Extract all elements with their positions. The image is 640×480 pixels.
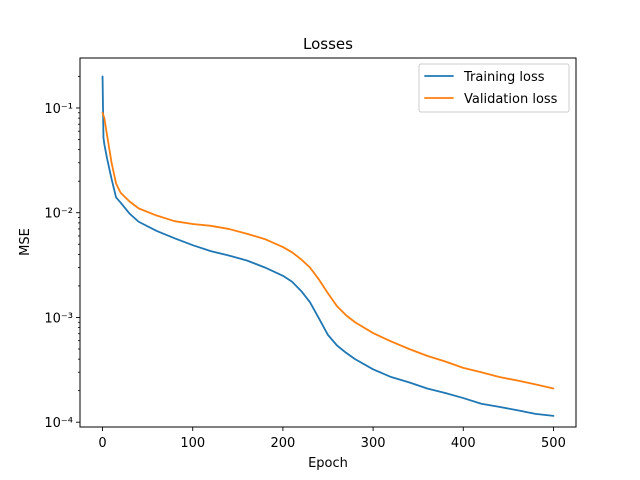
y-tick-label: 10⁻¹ [44, 102, 73, 117]
x-axis-ticks: 0 100 200 300 400 500 [98, 427, 566, 451]
x-axis-label: Epoch [308, 456, 348, 471]
y-tick-label: 10⁻² [44, 207, 73, 222]
y-tick-label: 10⁻³ [44, 311, 73, 326]
x-tick-label: 200 [270, 436, 295, 451]
legend-label: Validation loss [464, 92, 558, 107]
x-tick-label: 500 [541, 436, 566, 451]
legend: Training loss Validation loss [418, 63, 570, 113]
y-axis-ticks: 10⁻⁴ 10⁻³ 10⁻² 10⁻¹ [44, 102, 80, 431]
training-loss-line [101, 75, 555, 417]
x-tick-label: 0 [98, 436, 106, 451]
legend-box [418, 63, 570, 113]
legend-label: Training loss [463, 70, 545, 85]
y-tick-label: 10⁻⁴ [44, 416, 73, 431]
y-axis-label: MSE [18, 228, 33, 256]
chart-title: Losses [303, 35, 353, 53]
x-tick-label: 100 [180, 436, 205, 451]
x-tick-label: 400 [451, 436, 476, 451]
plot-area: 0 100 200 300 400 500 10⁻⁴ 10⁻³ 10⁻² 10⁻¹ [44, 57, 577, 451]
x-tick-label: 300 [361, 436, 386, 451]
plot-background [80, 58, 576, 427]
series-lines [101, 75, 555, 417]
validation-loss-line [101, 111, 555, 390]
plot-frame [79, 57, 577, 428]
